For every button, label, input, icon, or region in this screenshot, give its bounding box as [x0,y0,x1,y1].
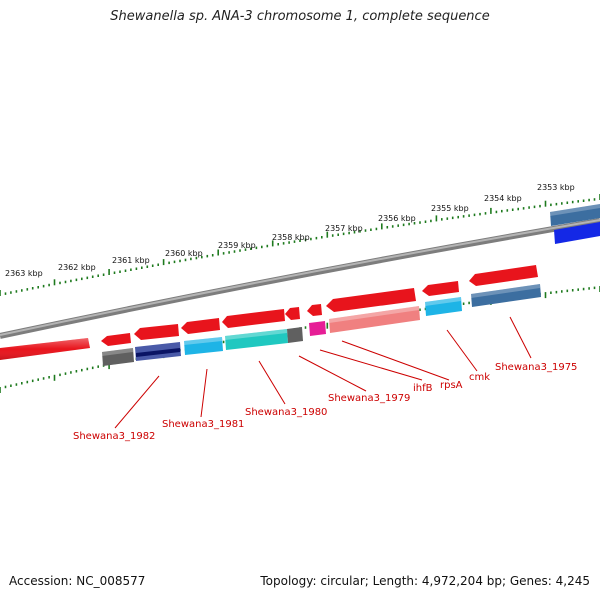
gene-arrow[interactable] [134,324,179,340]
gene-label: cmk [469,372,490,383]
map-title: Shewanella sp. ANA-3 chromosome 1, compl… [110,9,490,24]
gene-arrow[interactable] [422,281,459,296]
gene-shading [102,204,600,356]
leader-line [509,316,532,359]
leader-line [200,368,208,418]
gene-label: Shewana3_1979 [328,393,410,404]
gene-label: ihfB [413,383,433,394]
tick-label: 2354 kbp [484,194,522,203]
gene-arrow[interactable] [0,338,90,360]
leader-line [446,329,478,372]
tick-labels: 2363 kbp 2362 kbp 2361 kbp 2360 kbp 2359… [5,183,575,278]
gene-box[interactable] [471,284,541,307]
gene-label: Shewana3_1982 [73,431,155,442]
gene-box[interactable] [102,348,134,366]
tick-label: 2358 kbp [272,233,310,242]
gene-arrow[interactable] [222,309,285,328]
leader-line [258,360,286,405]
gene-label: rpsA [440,380,463,391]
leader-line [114,375,160,429]
gene-box[interactable] [425,297,462,316]
gene-box[interactable] [309,321,326,336]
gene-arrow[interactable] [101,333,131,346]
tick-label: 2353 kbp [537,183,575,192]
gene-box[interactable] [225,329,288,350]
gene-arrow[interactable] [469,265,538,286]
tick-label: 2359 kbp [218,241,256,250]
topology-text: Topology: circular; Length: 4,972,204 bp… [260,574,590,588]
tick-label: 2355 kbp [431,204,469,213]
gene-box[interactable] [329,306,420,333]
gene-arrow[interactable] [307,304,322,316]
gene-box[interactable] [136,348,180,357]
gene-box[interactable] [550,204,600,226]
leader-line [341,340,450,381]
gene-box[interactable] [184,337,223,355]
gene-labels: Shewana3_1982 Shewana3_1981 Shewana3_198… [73,362,577,442]
genome-backbone-highlight [0,219,600,336]
gene-box[interactable] [287,327,303,343]
leader-line [298,355,367,392]
tick-label: 2360 kbp [165,249,203,258]
gene-label: Shewana3_1980 [245,407,327,418]
tick-label: 2356 kbp [378,214,416,223]
tick-label: 2357 kbp [325,224,363,233]
label-leaders [114,316,532,429]
tick-label: 2363 kbp [5,269,43,278]
gene-arrow[interactable] [285,307,300,320]
gene-arrow[interactable] [326,288,416,312]
gene-track [0,204,600,366]
tick-label: 2361 kbp [112,256,150,265]
accession-text: Accession: NC_008577 [9,574,146,588]
leader-line [319,349,423,381]
outer-tick-ring [0,194,600,296]
tick-label: 2362 kbp [58,263,96,272]
gene-arrow[interactable] [181,318,220,334]
gene-label: Shewana3_1975 [495,362,577,373]
gene-label: Shewana3_1981 [162,419,244,430]
gene-box[interactable] [554,222,600,244]
